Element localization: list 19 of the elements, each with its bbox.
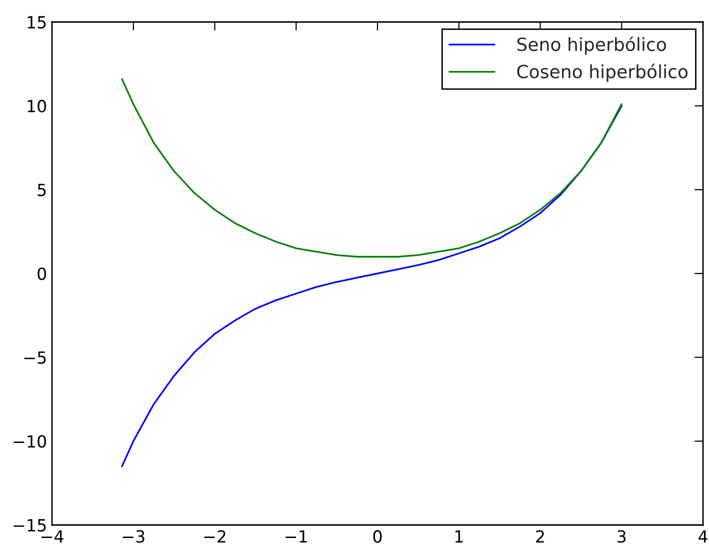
y-tick-label: −10 (14, 435, 46, 448)
x-tick-label: −1 (286, 530, 307, 543)
x-tick-label: 1 (455, 530, 463, 543)
legend-label: Coseno hiperbólico (517, 64, 688, 82)
x-tick-label: −2 (204, 530, 226, 543)
legend-label: Seno hiperbólico (517, 36, 666, 55)
x-tick-label: −3 (122, 530, 144, 543)
x-tick-label: 4 (698, 530, 708, 543)
x-tick-label: −4 (41, 530, 64, 543)
y-tick-label: 0 (38, 267, 46, 280)
y-tick-label: 10 (28, 100, 46, 112)
y-tick-label: 15 (28, 16, 46, 29)
x-tick-label: 0 (373, 530, 382, 543)
y-tick-label: −15 (14, 519, 46, 532)
x-tick-label: 2 (536, 530, 544, 543)
line-series (121, 105, 622, 468)
y-tick-label: 5 (38, 184, 46, 196)
x-tick-label: 3 (618, 530, 626, 543)
y-tick-label: −5 (24, 352, 46, 364)
